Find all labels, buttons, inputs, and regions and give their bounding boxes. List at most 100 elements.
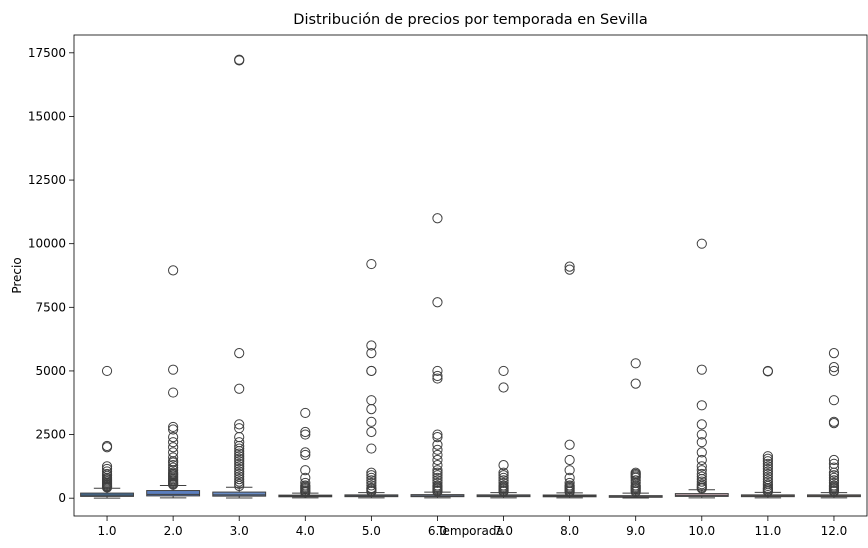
- outlier-point: [498, 460, 509, 471]
- outlier-point: [696, 468, 707, 480]
- outlier-point: [432, 373, 443, 384]
- outlier-point: [366, 416, 377, 427]
- outlier-point: [696, 429, 707, 440]
- outlier-point: [828, 477, 840, 489]
- outlier-point: [366, 486, 377, 497]
- outlier-point: [696, 419, 707, 430]
- outlier-point: [300, 465, 311, 476]
- outlier-point: [168, 479, 179, 490]
- outlier-point: [696, 238, 707, 249]
- outlier-point: [564, 454, 575, 466]
- outlier-point: [762, 466, 773, 477]
- outlier-point: [630, 486, 641, 497]
- x-tick-label: 2.0: [164, 524, 183, 538]
- x-tick-label: 5.0: [362, 524, 381, 538]
- outlier-point: [432, 370, 443, 382]
- x-tick-label: 1.0: [97, 524, 116, 538]
- outlier-point: [564, 261, 575, 272]
- y-tick-label: 7500: [35, 300, 66, 314]
- outlier-point: [696, 454, 707, 466]
- outlier-point: [234, 480, 245, 492]
- outlier-point: [564, 486, 575, 497]
- outlier-point: [762, 366, 773, 377]
- y-tick-label: 2500: [35, 428, 66, 442]
- outlier-point: [828, 362, 840, 373]
- x-tick-label: 6.0: [428, 524, 447, 538]
- outlier-point: [234, 473, 245, 485]
- outlier-point: [168, 421, 179, 433]
- outlier-point: [498, 382, 509, 393]
- outlier-point: [762, 453, 773, 464]
- outlier-point: [762, 451, 773, 462]
- outlier-point: [234, 55, 245, 66]
- x-axis-label: Temporada: [436, 524, 504, 538]
- outlier-point: [366, 365, 377, 377]
- outlier-point: [432, 449, 443, 461]
- outlier-point: [168, 387, 179, 398]
- outlier-point: [234, 419, 245, 430]
- y-tick-label: 0: [58, 491, 66, 505]
- outlier-point: [762, 486, 773, 497]
- outlier-point: [366, 426, 377, 438]
- outlier-point: [828, 395, 840, 406]
- outlier-point: [101, 442, 113, 453]
- outlier-point: [234, 451, 245, 462]
- outlier-point: [366, 348, 377, 359]
- outlier-point: [366, 480, 377, 491]
- y-tick-label: 10000: [28, 237, 66, 251]
- y-axis-label: Precio: [10, 257, 24, 293]
- outlier-point: [234, 476, 245, 487]
- outlier-point: [168, 457, 179, 468]
- outlier-point: [498, 477, 509, 489]
- outlier-point: [762, 456, 773, 467]
- outlier-point: [828, 454, 840, 466]
- outlier-point: [300, 426, 311, 438]
- outlier-point: [828, 467, 840, 478]
- outlier-point: [696, 364, 707, 375]
- outlier-point: [168, 364, 179, 375]
- outlier-point: [300, 429, 311, 440]
- x-tick-label: 9.0: [626, 524, 645, 538]
- outlier-point: [762, 468, 773, 480]
- outlier-point: [366, 340, 377, 351]
- outlier-point: [234, 443, 245, 454]
- outlier-point: [432, 467, 443, 478]
- outlier-point: [366, 258, 377, 270]
- outlier-point: [168, 437, 179, 448]
- y-tick-label: 15000: [28, 109, 66, 123]
- outlier-point: [432, 465, 443, 476]
- outlier-point: [168, 432, 179, 443]
- outlier-point: [696, 400, 707, 411]
- outlier-point: [300, 447, 311, 458]
- outlier-point: [234, 446, 245, 457]
- chart-title: Distribución de precios por temporada en…: [293, 12, 647, 28]
- outlier-point: [432, 429, 443, 440]
- outlier-point: [234, 461, 245, 472]
- outlier-point: [234, 348, 245, 359]
- outlier-point: [828, 418, 840, 429]
- outlier-point: [498, 470, 509, 481]
- outlier-point: [762, 458, 773, 469]
- outlier-point: [432, 213, 443, 224]
- plot-frame: [73, 34, 868, 517]
- outlier-point: [234, 466, 245, 477]
- box: [146, 490, 201, 497]
- x-tick-label: 12.0: [821, 524, 848, 538]
- outlier-point: [366, 467, 377, 478]
- outlier-point: [300, 487, 311, 498]
- outlier-point: [696, 483, 707, 494]
- outlier-point: [828, 365, 840, 377]
- outlier-point: [828, 348, 840, 359]
- x-tick-label: 3.0: [230, 524, 249, 538]
- outlier-point: [564, 439, 575, 450]
- outlier-point: [101, 365, 113, 377]
- x-tick-label: 4.0: [296, 524, 315, 538]
- outlier-point: [366, 404, 377, 415]
- x-tick-label: 11.0: [755, 524, 782, 538]
- outlier-point: [168, 265, 179, 276]
- outlier-point: [432, 454, 443, 466]
- outlier-point: [762, 463, 773, 475]
- outlier-point: [101, 482, 113, 493]
- outlier-point: [366, 472, 377, 483]
